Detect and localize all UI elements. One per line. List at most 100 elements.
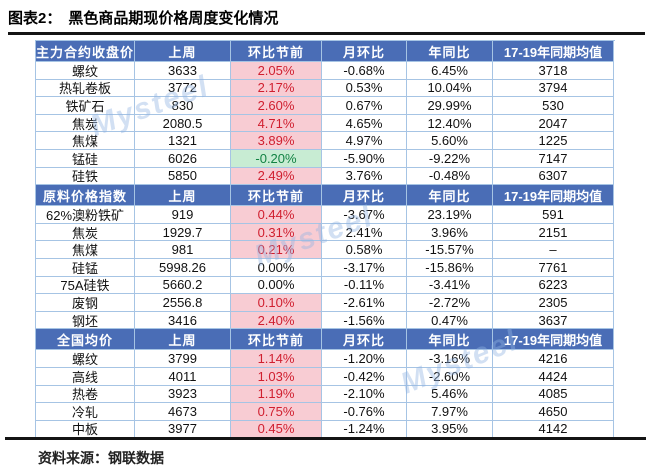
source-note: 资料来源：钢联数据: [38, 450, 164, 466]
value-cell: 4650: [493, 403, 614, 421]
value-cell: -2.61%: [322, 294, 407, 312]
value-cell: –: [493, 241, 614, 259]
value-cell: 3799: [135, 350, 231, 368]
value-cell: 4142: [493, 420, 614, 439]
header-cell: 上周: [135, 185, 231, 207]
header-cell: 主力合约收盘价: [36, 41, 135, 62]
table-row: 冷轧 4673 0.75% -0.76% 7.97% 4650: [36, 403, 615, 421]
commodity-label: 高线: [36, 367, 135, 386]
value-cell: -0.48%: [407, 167, 493, 186]
value-cell: 2556.8: [135, 294, 231, 312]
value-cell: 7761: [493, 258, 614, 277]
value-cell: 3718: [493, 62, 614, 80]
header-cell: 月环比: [322, 185, 407, 207]
value-cell: 0.47%: [407, 311, 493, 330]
value-cell: 23.19%: [407, 206, 493, 224]
commodity-label: 钢坯: [36, 311, 135, 330]
header-cell: 17-19年同期均值: [493, 329, 614, 351]
value-cell: 29.99%: [407, 97, 493, 115]
value-cell: -3.16%: [407, 350, 493, 368]
value-cell: -3.17%: [322, 258, 407, 277]
commodity-label: 冷轧: [36, 403, 135, 421]
value-cell: 0.67%: [322, 97, 407, 115]
value-cell: 3977: [135, 420, 231, 439]
commodity-label: 焦炭: [36, 223, 135, 242]
header-cell: 环比节前: [231, 185, 322, 207]
value-cell: 0.75%: [231, 403, 322, 421]
value-cell: 12.40%: [407, 114, 493, 133]
section-header-row: 全国均价 上周 环比节前 月环比 年同比 17-19年同期均值: [36, 329, 615, 351]
table-row: 螺纹 3633 2.05% -0.68% 6.45% 3718: [36, 62, 615, 80]
value-cell: 1.14%: [231, 350, 322, 368]
value-cell: -2.10%: [322, 385, 407, 404]
value-cell: 2.40%: [231, 311, 322, 330]
value-cell: 2305: [493, 294, 614, 312]
commodity-label: 锰硅: [36, 149, 135, 168]
value-cell: -0.68%: [322, 62, 407, 80]
table-row: 废钢 2556.8 0.10% -2.61% -2.72% 2305: [36, 294, 615, 312]
value-cell: 6.45%: [407, 62, 493, 80]
table-row: 焦炭 2080.5 4.71% 4.65% 12.40% 2047: [36, 114, 615, 133]
commodity-label: 螺纹: [36, 62, 135, 80]
value-cell: 5998.26: [135, 258, 231, 277]
value-cell: 2.41%: [322, 223, 407, 242]
bottom-rule: [5, 437, 646, 440]
value-cell: 1321: [135, 132, 231, 150]
value-cell: 0.31%: [231, 223, 322, 242]
commodity-label: 62%澳粉铁矿: [36, 206, 135, 224]
value-cell: 830: [135, 97, 231, 115]
value-cell: 0.45%: [231, 420, 322, 439]
table-row: 热轧卷板 3772 2.17% 0.53% 10.04% 3794: [36, 79, 615, 98]
section-header-row: 原料价格指数 上周 环比节前 月环比 年同比 17-19年同期均值: [36, 185, 615, 207]
table-row: 硅铁 5850 2.49% 3.76% -0.48% 6307: [36, 167, 615, 186]
value-cell: 7.97%: [407, 403, 493, 421]
value-cell: 3.96%: [407, 223, 493, 242]
section-header-row: 主力合约收盘价 上周 环比节前 月环比 年同比 17-19年同期均值: [36, 41, 615, 62]
value-cell: 4.71%: [231, 114, 322, 133]
top-rule: [8, 32, 645, 35]
value-cell: -0.42%: [322, 367, 407, 386]
value-cell: 10.04%: [407, 79, 493, 98]
value-cell: 3772: [135, 79, 231, 98]
header-cell: 月环比: [322, 329, 407, 351]
value-cell: 4011: [135, 367, 231, 386]
value-cell: -1.20%: [322, 350, 407, 368]
value-cell: -0.76%: [322, 403, 407, 421]
commodity-label: 废钢: [36, 294, 135, 312]
value-cell: 6026: [135, 149, 231, 168]
value-cell: 3794: [493, 79, 614, 98]
table-row: 焦煤 1321 3.89% 4.97% 5.60% 1225: [36, 132, 615, 150]
table-row: 锰硅 6026 -0.20% -5.90% -9.22% 7147: [36, 149, 615, 168]
commodity-label: 中板: [36, 420, 135, 439]
value-cell: 981: [135, 241, 231, 259]
value-cell: 7147: [493, 149, 614, 168]
table-row: 中板 3977 0.45% -1.24% 3.95% 4142: [36, 420, 615, 439]
header-cell: 上周: [135, 329, 231, 351]
commodity-label: 铁矿石: [36, 97, 135, 115]
table-row: 62%澳粉铁矿 919 0.44% -3.67% 23.19% 591: [36, 206, 615, 224]
value-cell: -3.67%: [322, 206, 407, 224]
value-cell: -15.57%: [407, 241, 493, 259]
value-cell: -9.22%: [407, 149, 493, 168]
value-cell: 6307: [493, 167, 614, 186]
value-cell: 3.76%: [322, 167, 407, 186]
value-cell: 3633: [135, 62, 231, 80]
figure-title-row: 图表2： 黑色商品期现价格周度变化情况: [8, 7, 278, 28]
header-cell: 年同比: [407, 185, 493, 207]
value-cell: 0.44%: [231, 206, 322, 224]
commodity-label: 硅锰: [36, 258, 135, 277]
value-cell: 0.58%: [322, 241, 407, 259]
value-cell: 2.60%: [231, 97, 322, 115]
value-cell: -0.20%: [231, 149, 322, 168]
commodity-label: 焦炭: [36, 114, 135, 133]
table-row: 焦炭 1929.7 0.31% 2.41% 3.96% 2151: [36, 223, 615, 242]
commodity-label: 热卷: [36, 385, 135, 404]
table-row: 75A硅铁 5660.2 0.00% -0.11% -3.41% 6223: [36, 276, 615, 295]
value-cell: 0.21%: [231, 241, 322, 259]
value-cell: 5660.2: [135, 276, 231, 295]
value-cell: 5.46%: [407, 385, 493, 404]
header-cell: 上周: [135, 41, 231, 62]
table-row: 焦煤 981 0.21% 0.58% -15.57% –: [36, 241, 615, 259]
value-cell: 2080.5: [135, 114, 231, 133]
value-cell: 3.89%: [231, 132, 322, 150]
